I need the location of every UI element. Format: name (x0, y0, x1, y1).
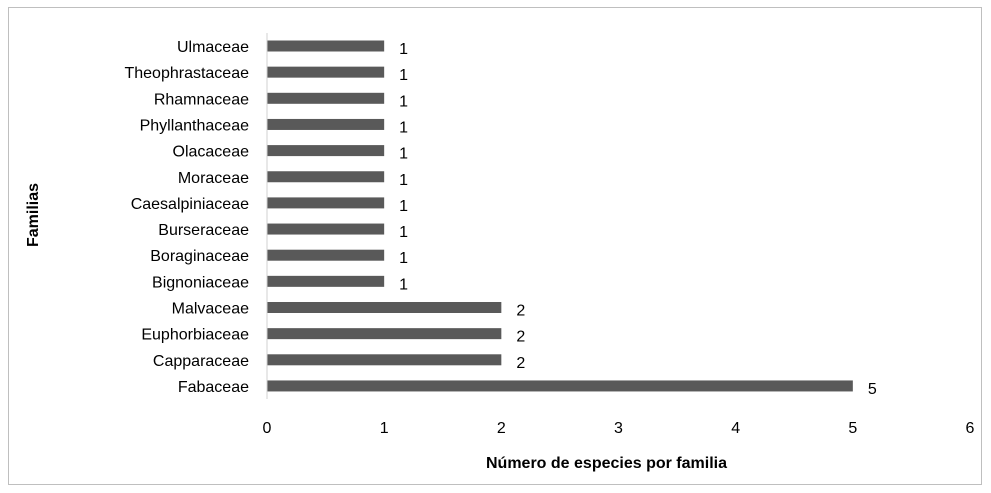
value-label-ulmaceae: 1 (399, 41, 408, 58)
bar-caesalpiniaceae (267, 197, 385, 209)
value-label-phyllanthaceae: 1 (399, 119, 408, 136)
bar-theophrastaceae (267, 66, 385, 78)
category-label-theophrastaceae: Theophrastaceae (124, 65, 249, 82)
bar-burseraceae (267, 223, 385, 235)
category-label-capparaceae: Capparaceae (153, 353, 249, 370)
x-axis-title: Número de especies por familia (486, 455, 727, 472)
category-label-burseraceae: Burseraceae (158, 222, 249, 239)
category-label-bignoniaceae: Bignoniaceae (152, 274, 249, 291)
value-label-euphorbiaceae: 2 (516, 329, 525, 346)
value-label-malvaceae: 2 (516, 303, 525, 320)
x-tick-label: 2 (497, 420, 506, 437)
category-label-boraginaceae: Boraginaceae (150, 248, 249, 265)
bar-moraceae (267, 171, 385, 183)
bar-rhamnaceae (267, 92, 385, 104)
category-label-rhamnaceae: Rhamnaceae (154, 91, 249, 108)
x-tick-label: 1 (380, 420, 389, 437)
bar-bignoniaceae (267, 275, 385, 287)
category-label-euphorbiaceae: Euphorbiaceae (141, 327, 249, 344)
value-labels: 1 1 1 1 1 1 1 1 1 1 2 2 2 5 (399, 41, 877, 398)
x-tick-label: 0 (263, 420, 272, 437)
x-tick-label: 6 (966, 420, 975, 437)
category-label-malvaceae: Malvaceae (172, 301, 249, 318)
y-axis-title: Familias (25, 183, 42, 247)
category-label-ulmaceae: Ulmaceae (177, 39, 249, 56)
value-label-rhamnaceae: 1 (399, 93, 408, 110)
x-tick-label: 4 (731, 420, 740, 437)
value-label-caesalpiniaceae: 1 (399, 198, 408, 215)
category-label-olacaceae: Olacaceae (173, 144, 250, 161)
bar-euphorbiaceae (267, 328, 502, 340)
bars-group (267, 40, 853, 392)
chart-frame (8, 7, 982, 485)
category-label-moraceae: Moraceae (178, 170, 249, 187)
category-labels: Ulmaceae Theophrastaceae Rhamnaceae Phyllan… (124, 39, 249, 396)
value-label-boraginaceae: 1 (399, 250, 408, 267)
value-label-moraceae: 1 (399, 172, 408, 189)
value-label-theophrastaceae: 1 (399, 67, 408, 84)
value-label-capparaceae: 2 (516, 355, 525, 372)
value-label-fabaceae: 5 (868, 381, 877, 398)
bar-fabaceae (267, 380, 853, 392)
x-tick-labels: 0 1 2 3 4 5 6 (263, 420, 975, 437)
bar-ulmaceae (267, 40, 385, 52)
bar-capparaceae (267, 354, 502, 366)
category-label-phyllanthaceae: Phyllanthaceae (140, 117, 250, 134)
category-label-caesalpiniaceae: Caesalpiniaceae (131, 196, 249, 213)
bar-olacaceae (267, 145, 385, 157)
category-label-fabaceae: Fabaceae (178, 379, 249, 396)
value-label-bignoniaceae: 1 (399, 276, 408, 293)
x-tick-label: 5 (848, 420, 857, 437)
value-label-olacaceae: 1 (399, 146, 408, 163)
x-tick-label: 3 (614, 420, 623, 437)
value-label-burseraceae: 1 (399, 224, 408, 241)
bar-boraginaceae (267, 249, 385, 261)
bar-malvaceae (267, 302, 502, 313)
bar-phyllanthaceae (267, 118, 385, 130)
